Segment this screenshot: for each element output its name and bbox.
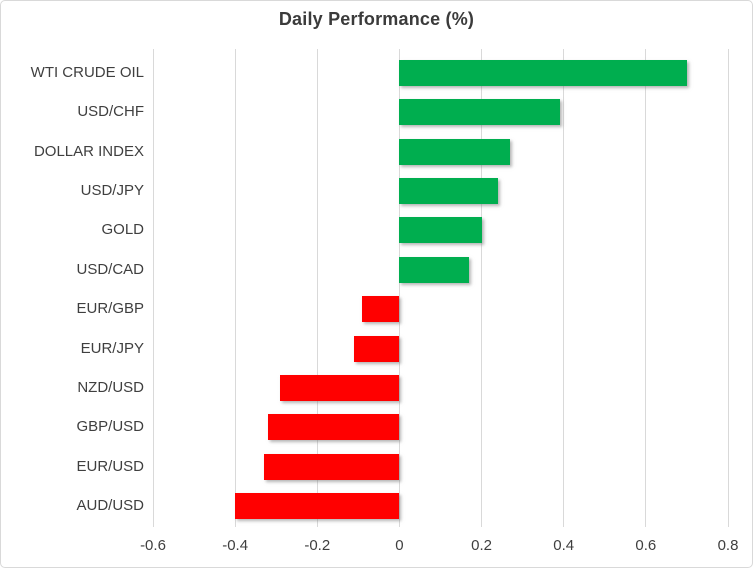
x-tick-label: -0.2	[304, 537, 331, 554]
category-label-dollar-index: DOLLAR INDEX	[33, 142, 144, 160]
gridline	[234, 49, 236, 527]
bar-eur-usd	[263, 453, 400, 480]
gridline	[727, 49, 729, 527]
category-label-gold: GOLD	[101, 221, 144, 239]
bar-nzd-usd	[280, 374, 400, 401]
category-label-nzd-usd: NZD/USD	[77, 378, 144, 396]
category-label-usd-jpy: USD/JPY	[80, 181, 144, 199]
gridline	[563, 49, 565, 527]
gridline	[152, 49, 154, 527]
bar-usd-cad	[399, 256, 470, 283]
bar-gold	[399, 217, 482, 244]
category-label-usd-chf: USD/CHF	[77, 103, 144, 121]
value-axis: -0.6 -0.4 -0.2 0 0.2 0.4 0.6 0.8	[140, 537, 738, 559]
category-label-gbp-usd: GBP/USD	[76, 418, 144, 436]
x-tick-label: 0.8	[717, 537, 739, 554]
x-tick-label: 0.4	[553, 537, 575, 554]
gridline	[316, 49, 318, 527]
bar-aud-usd	[235, 493, 400, 520]
x-tick-label: 0.6	[635, 537, 657, 554]
category-label-usd-cad: USD/CAD	[76, 260, 144, 278]
x-tick-label: 0	[395, 537, 404, 554]
category-axis: WTI CRUDE OIL USD/CHF DOLLAR INDEX USD/JPY G…	[1, 49, 144, 527]
bar-gbp-usd	[268, 414, 400, 441]
plot-area	[152, 49, 729, 527]
category-label-aud-usd: AUD/USD	[76, 497, 144, 515]
chart-title: Daily Performance (%)	[278, 9, 475, 29]
x-tick-label: -0.6	[140, 537, 166, 554]
bar-wti-crude-oil	[399, 59, 687, 86]
gridline	[645, 49, 647, 527]
category-label-wti-crude-oil: WTI CRUDE OIL	[30, 63, 144, 81]
bar-usd-chf	[399, 99, 560, 126]
category-label-eur-usd: EUR/USD	[76, 457, 144, 475]
gridline	[398, 49, 400, 527]
bar-usd-jpy	[399, 177, 498, 204]
gridline	[481, 49, 483, 527]
category-label-eur-gbp: EUR/GBP	[76, 300, 144, 318]
category-label-eur-jpy: EUR/JPY	[80, 339, 144, 357]
x-tick-label: 0.2	[471, 537, 492, 554]
x-tick-label: -0.4	[222, 537, 249, 554]
bar-dollar-index	[399, 138, 511, 165]
bar-eur-jpy	[354, 335, 400, 362]
bar-eur-gbp	[362, 296, 400, 323]
